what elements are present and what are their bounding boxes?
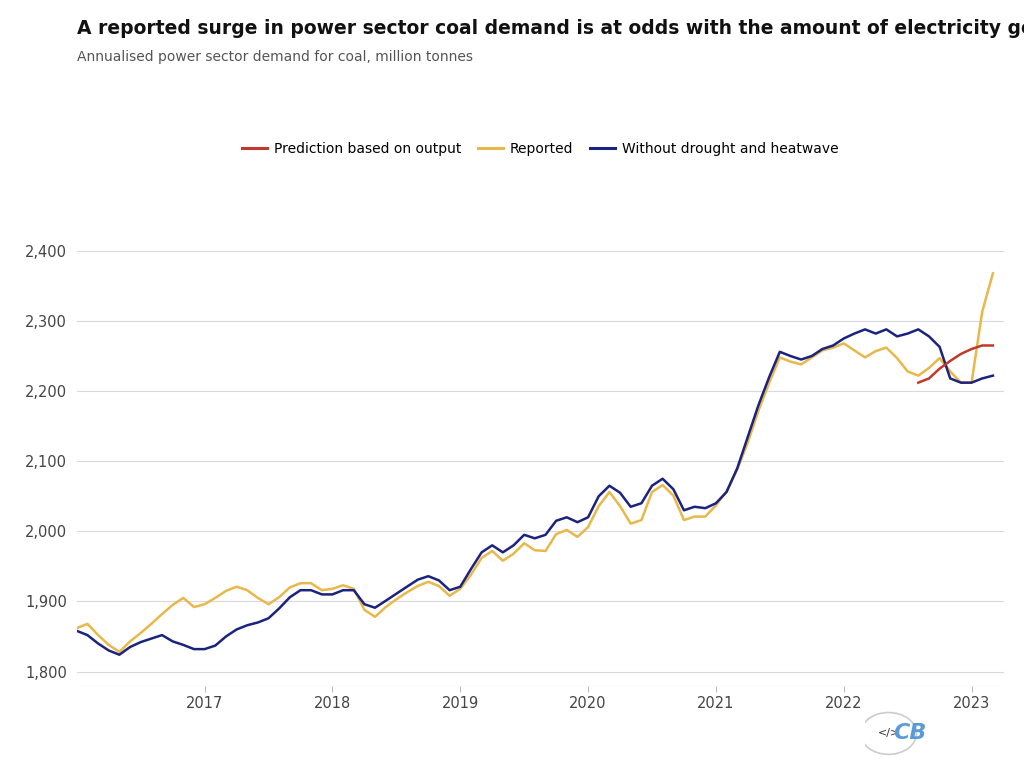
Text: Annualised power sector demand for coal, million tonnes: Annualised power sector demand for coal,… (77, 50, 473, 64)
Text: </>: </> (878, 728, 900, 738)
Text: CB: CB (893, 723, 927, 744)
Text: A reported surge in power sector coal demand is at odds with the amount of elect: A reported surge in power sector coal de… (77, 19, 1024, 38)
Legend: Prediction based on output, Reported, Without drought and heatwave: Prediction based on output, Reported, Wi… (237, 136, 844, 162)
